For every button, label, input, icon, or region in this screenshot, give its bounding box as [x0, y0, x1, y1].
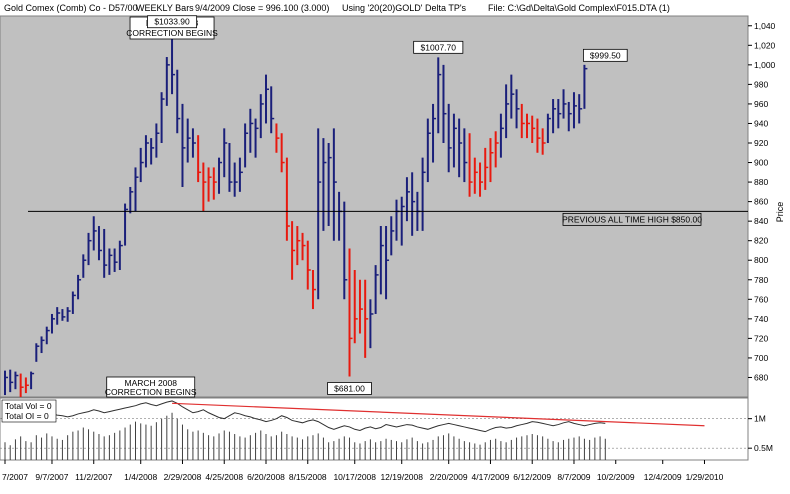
annotation-line2: CORRECTION BEGINS [126, 28, 218, 38]
date-tick-label: 6/12/2009 [513, 472, 551, 482]
price-tick-label: 840 [754, 216, 768, 226]
price-tick-label: 980 [754, 79, 768, 89]
price-tick-label: 700 [754, 353, 768, 363]
date-tick-label: 6/20/2008 [247, 472, 285, 482]
price-callout: $999.50 [590, 50, 621, 60]
price-tick-label: 1,000 [754, 60, 776, 70]
header-close: 9/4/2009 Close = 996.100 (3.000) [195, 3, 329, 13]
price-bars [4, 31, 588, 397]
price-tick-label: 1,040 [754, 21, 776, 31]
price-tick-label: 960 [754, 99, 768, 109]
price-tick-label: 860 [754, 197, 768, 207]
date-tick-label: 1/29/2010 [686, 472, 724, 482]
price-tick-label: 720 [754, 333, 768, 343]
previous-high-label-box [562, 212, 702, 226]
oi-trendline [172, 402, 705, 427]
volume-tick-label: 0.5M [754, 443, 773, 453]
volume-pane [0, 397, 749, 461]
date-tick-label: 8/15/2008 [289, 472, 327, 482]
date-tick-label: 7/2007 [2, 472, 28, 482]
price-tick-label: 880 [754, 177, 768, 187]
date-tick-label: 10/17/2008 [333, 472, 376, 482]
date-tick-label: 2/20/2009 [430, 472, 468, 482]
date-tick-label: 2/29/2008 [164, 472, 202, 482]
date-tick-label: 12/4/2009 [644, 472, 682, 482]
open-interest-path [4, 400, 606, 433]
price-axis-label: Price [775, 202, 785, 223]
date-tick-label: 10/2/2009 [597, 472, 635, 482]
date-tick-label: 11/2/2007 [75, 472, 112, 482]
date-tick-label: 4/25/2008 [205, 472, 243, 482]
price-tick-label: 920 [754, 138, 768, 148]
price-tick-label: 800 [754, 255, 768, 265]
volume-tick-label: 1M [754, 414, 766, 424]
price-tick-label: 900 [754, 158, 768, 168]
legend-entry: Total Vol = 0 [5, 401, 52, 411]
header-using: Using '20(20)GOLD' Delta TP's [342, 3, 467, 13]
price-pane [0, 15, 749, 398]
price-tick-label: 680 [754, 372, 768, 382]
date-tick-label: 12/19/2008 [380, 472, 423, 482]
price-tick-label: 1,020 [754, 40, 776, 50]
date-tick-label: 4/17/2009 [472, 472, 510, 482]
legend-box [1, 399, 57, 423]
date-tick-label: 8/7/2009 [557, 472, 590, 482]
price-callout: $1007.70 [421, 42, 457, 52]
price-callout-box [327, 382, 372, 395]
header-bars: WEEKLY Bars [136, 3, 194, 13]
price-callout: $1033.90 [154, 17, 190, 27]
volume-annotation-line1: MARCH 2008 [125, 378, 178, 388]
previous-high-label: PREVIOUS ALL TIME HIGH $850.00 [562, 214, 702, 224]
header-file: File: C:\Gd\Delta\Gold Complex\F015.DTA … [488, 3, 670, 13]
header-symbol: Gold Comex (Comb) Co - D57/00 [4, 3, 138, 13]
price-callout-box [147, 15, 198, 29]
price-callout-box [583, 48, 628, 62]
date-axis: 7/2007 9/7/2007 11/2/2007 1/4/2008 2/29/2008… [2, 460, 724, 482]
price-tick-label: 740 [754, 314, 768, 324]
price-axis: 680 700 720 740 760 780 800 820 840 860 880 900 920 9… [748, 21, 776, 382]
legend-entry: Total OI = 0 [5, 411, 49, 421]
price-callout: $681.00 [334, 383, 365, 393]
price-tick-label: 780 [754, 275, 768, 285]
volume-bars [4, 412, 606, 460]
open-interest-line [4, 400, 606, 433]
price-tick-label: 940 [754, 118, 768, 128]
price-tick-label: 760 [754, 294, 768, 304]
date-tick-label: 9/7/2007 [35, 472, 68, 482]
volume-annotation-box [106, 376, 196, 398]
price-tick-label: 820 [754, 236, 768, 246]
price-callout-box [413, 40, 464, 54]
volume-annotation-line2: CORRECTION BEGINS [105, 387, 197, 397]
date-tick-label: 1/4/2008 [124, 472, 157, 482]
volume-axis: 1M 0.5M [748, 414, 773, 453]
